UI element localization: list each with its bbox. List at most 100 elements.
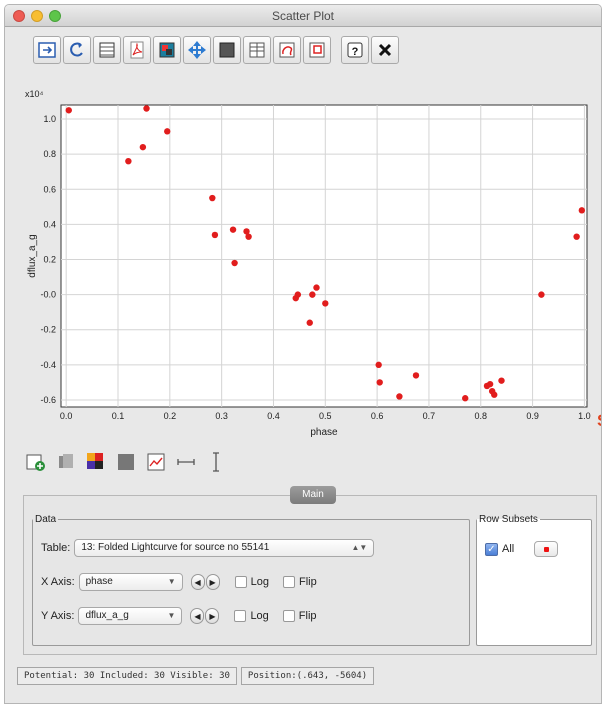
status-bar: Potential: 30 Included: 30 Visible: 30 P… [17, 667, 378, 685]
y-multiplier-label: x10⁴ [25, 89, 44, 99]
x-flip-checkbox[interactable] [282, 576, 295, 588]
data-point[interactable] [498, 377, 505, 384]
y-error-icon [213, 452, 219, 472]
y-tick-label: -0.4 [40, 360, 56, 370]
y-axis-next-button[interactable]: ▶ [205, 608, 220, 624]
data-point[interactable] [231, 259, 238, 267]
region-select-button[interactable] [303, 36, 331, 64]
data-point[interactable] [462, 395, 469, 402]
data-point[interactable] [396, 393, 403, 400]
y-axis-label: dflux_a_g [27, 234, 38, 277]
data-point[interactable] [376, 379, 383, 386]
data-point[interactable] [322, 300, 329, 307]
row-subsets-legend: Row Subsets [479, 514, 538, 525]
x-axis-select[interactable]: phase ▼ [78, 573, 183, 591]
plot-area[interactable] [60, 104, 588, 408]
layer-toolbar [23, 448, 233, 476]
subset-icon [249, 42, 265, 58]
navigate-button[interactable] [183, 36, 211, 64]
image-export-icon [159, 42, 175, 58]
x-log-checkbox[interactable] [234, 576, 247, 588]
replot-button[interactable] [33, 36, 61, 64]
y-tick-label: 0.8 [43, 149, 56, 159]
subset-all-checkbox[interactable]: ✓ [485, 542, 498, 556]
y-axis-field-label: Y Axis: [41, 610, 75, 622]
x-tick-label: 0.2 [164, 411, 177, 421]
fit-line-button[interactable] [143, 449, 169, 475]
subset-button[interactable] [243, 36, 271, 64]
data-point[interactable] [125, 157, 132, 165]
data-point[interactable] [211, 231, 219, 239]
data-point[interactable] [245, 233, 252, 240]
color-map-button[interactable] [83, 449, 109, 475]
data-point[interactable] [164, 128, 171, 135]
x-axis-field-label: X Axis: [41, 576, 75, 588]
x-tick-label: 0.9 [526, 411, 539, 421]
red-square-icon [543, 546, 549, 552]
y-axis-prev-button[interactable]: ◀ [190, 608, 205, 624]
x-axis-next-button[interactable]: ▶ [205, 574, 220, 590]
x-tick-label: 0.8 [475, 411, 488, 421]
data-point[interactable] [306, 319, 313, 326]
table-select[interactable]: 13: Folded Lightcurve for source no 5514… [74, 539, 375, 557]
fill-mode-button[interactable] [213, 36, 241, 64]
y-error-button[interactable] [203, 449, 229, 475]
y-flip-label: Flip [298, 610, 317, 622]
data-point[interactable] [486, 380, 494, 388]
data-point[interactable] [313, 284, 320, 291]
image-export-button[interactable] [153, 36, 181, 64]
x-tick-label: 0.1 [112, 411, 125, 421]
navigate-icon [188, 41, 206, 59]
data-point[interactable] [65, 107, 72, 114]
chevron-down-icon: ▼ [167, 577, 176, 586]
scatter-chart[interactable]: 0.0 0.1 0.2 0.3 0.4 0.5 0.6 0.7 0.8 0.9 1.0 1.0 0.8… [5, 67, 601, 447]
x-tick-label: 0.7 [423, 411, 436, 421]
close-button[interactable] [371, 36, 399, 64]
data-point[interactable] [294, 291, 302, 298]
y-tick-label: -0.0 [40, 290, 56, 300]
window-minimize-button[interactable] [31, 10, 43, 22]
data-point[interactable] [412, 372, 420, 379]
x-error-button[interactable] [173, 449, 199, 475]
pdf-export-button[interactable] [123, 36, 151, 64]
data-point[interactable] [209, 194, 216, 202]
region-select-icon [309, 42, 325, 58]
help-button[interactable]: ? [341, 36, 369, 64]
subset-all-label: All [502, 543, 515, 555]
rescale-button[interactable] [63, 36, 91, 64]
triangle-left-icon: ◀ [194, 577, 201, 587]
density-button[interactable] [113, 449, 139, 475]
axis-grid-button[interactable] [93, 36, 121, 64]
x-tick-label: 0.6 [371, 411, 384, 421]
y-flip-checkbox[interactable] [282, 610, 295, 622]
data-point[interactable] [375, 361, 382, 369]
data-point[interactable] [491, 391, 498, 398]
data-group-legend: Data [35, 514, 57, 525]
data-point[interactable] [309, 291, 316, 298]
y-axis-select[interactable]: dflux_a_g ▼ [78, 607, 183, 625]
y-tick-label: 0.4 [43, 219, 56, 229]
add-layer-button[interactable] [23, 449, 49, 475]
data-point[interactable] [229, 226, 237, 233]
tab-main[interactable]: Main [290, 486, 336, 504]
window-zoom-button[interactable] [49, 10, 61, 22]
layer-stack-button[interactable] [53, 449, 79, 475]
data-point[interactable] [143, 105, 150, 112]
data-point[interactable] [139, 143, 147, 151]
pdf-export-icon [130, 41, 144, 59]
blob-draw-button[interactable] [273, 36, 301, 64]
data-point[interactable] [573, 233, 580, 240]
blob-draw-icon [279, 42, 295, 58]
data-point[interactable] [243, 228, 250, 235]
x-axis-select-value: phase [85, 576, 113, 587]
data-point[interactable] [578, 207, 586, 214]
x-error-icon [177, 459, 195, 465]
window-close-button[interactable] [13, 10, 25, 22]
x-tick-label: 1.0 [578, 411, 591, 421]
y-log-checkbox[interactable] [234, 610, 247, 622]
table-select-value: 13: Folded Lightcurve for source no 5514… [81, 542, 270, 553]
control-panel: Main Data Table: 13: Folded Lightcurve f… [23, 486, 597, 655]
subset-marker-button[interactable] [534, 541, 559, 557]
data-point[interactable] [538, 291, 545, 298]
x-axis-prev-button[interactable]: ◀ [190, 574, 205, 590]
